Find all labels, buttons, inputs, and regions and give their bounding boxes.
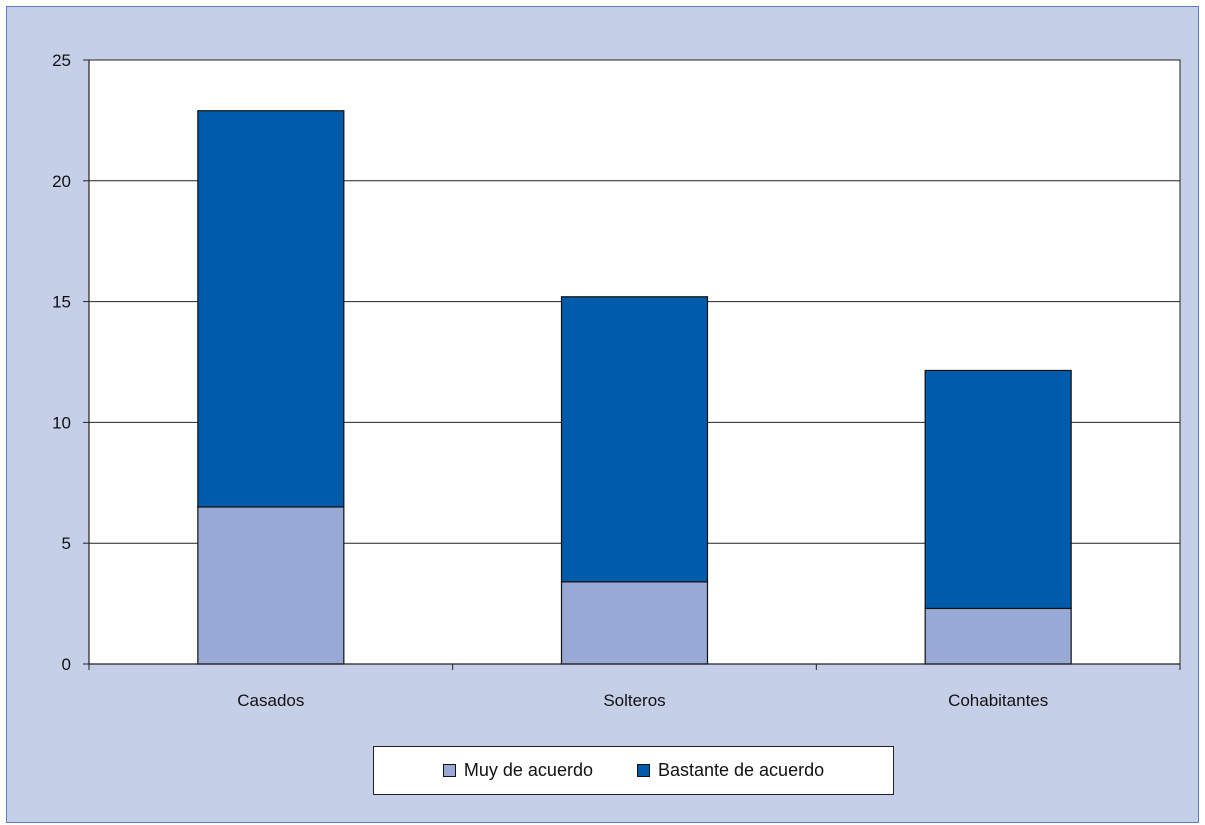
x-tick-label: Casados xyxy=(237,691,304,710)
bars xyxy=(197,110,1072,665)
legend-label-series-1: Muy de acuerdo xyxy=(463,760,593,780)
tick-labels: 0 5 10 15 20 25 Casados Solteros Cohabitantes xyxy=(52,51,1048,710)
legend-swatch-series-1 xyxy=(442,764,456,777)
bar-solteros-series-2 xyxy=(560,296,709,583)
y-tick-label: 25 xyxy=(52,51,71,70)
x-tick-label: Cohabitantes xyxy=(948,691,1048,710)
bar-solteros-series-1 xyxy=(560,581,709,665)
bar-casados-series-1 xyxy=(197,506,345,665)
axes xyxy=(83,59,1181,670)
y-tick-label: 20 xyxy=(52,172,71,191)
legend-item-series-2: Bastante de acuerdo xyxy=(636,760,825,781)
y-tick-label: 15 xyxy=(52,293,71,312)
y-tick-label: 10 xyxy=(52,413,71,432)
legend-item-series-1: Muy de acuerdo xyxy=(442,760,593,781)
legend-label-series-2: Bastante de acuerdo xyxy=(657,760,825,780)
bar-cohabitantes-series-1 xyxy=(924,607,1072,665)
bar-cohabitantes-series-2 xyxy=(924,369,1072,610)
x-tick-label: Solteros xyxy=(603,691,665,710)
y-tick-label: 0 xyxy=(62,655,71,674)
bar-casados-series-2 xyxy=(197,110,345,508)
legend-swatch-series-2 xyxy=(636,764,650,777)
legend: Muy de acuerdo Bastante de acuerdo xyxy=(373,746,894,795)
y-tick-label: 5 xyxy=(62,534,71,553)
